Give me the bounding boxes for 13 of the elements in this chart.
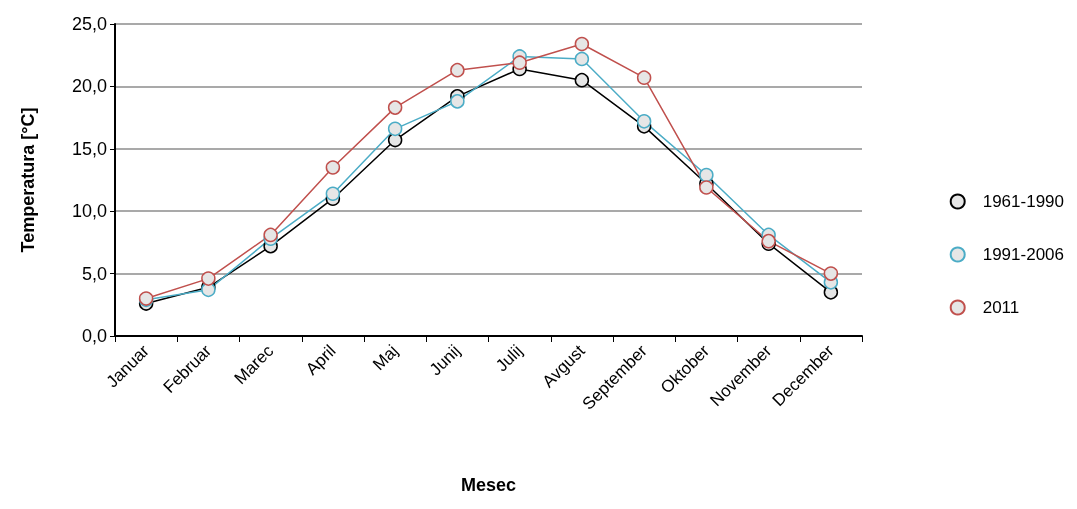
legend-label: 2011 bbox=[982, 298, 1020, 317]
legend-label: 1961-1990 bbox=[982, 192, 1065, 211]
y-tick-label: 5,0 bbox=[81, 263, 107, 284]
y-tick-label: 0,0 bbox=[81, 326, 107, 346]
x-tick-label: Maj bbox=[369, 341, 402, 375]
y-tick-label: 20,0 bbox=[71, 76, 107, 97]
legend-label: 1991-2006 bbox=[982, 245, 1065, 264]
x-tick-label: Julij bbox=[492, 341, 527, 376]
y-axis-title: Temperatura [°C] bbox=[18, 107, 38, 253]
x-axis-title: Mesec bbox=[460, 475, 517, 495]
y-tick-label: 25,0 bbox=[71, 14, 107, 34]
y-tick-label: 15,0 bbox=[71, 138, 107, 159]
y-tick-label: 10,0 bbox=[71, 201, 107, 222]
